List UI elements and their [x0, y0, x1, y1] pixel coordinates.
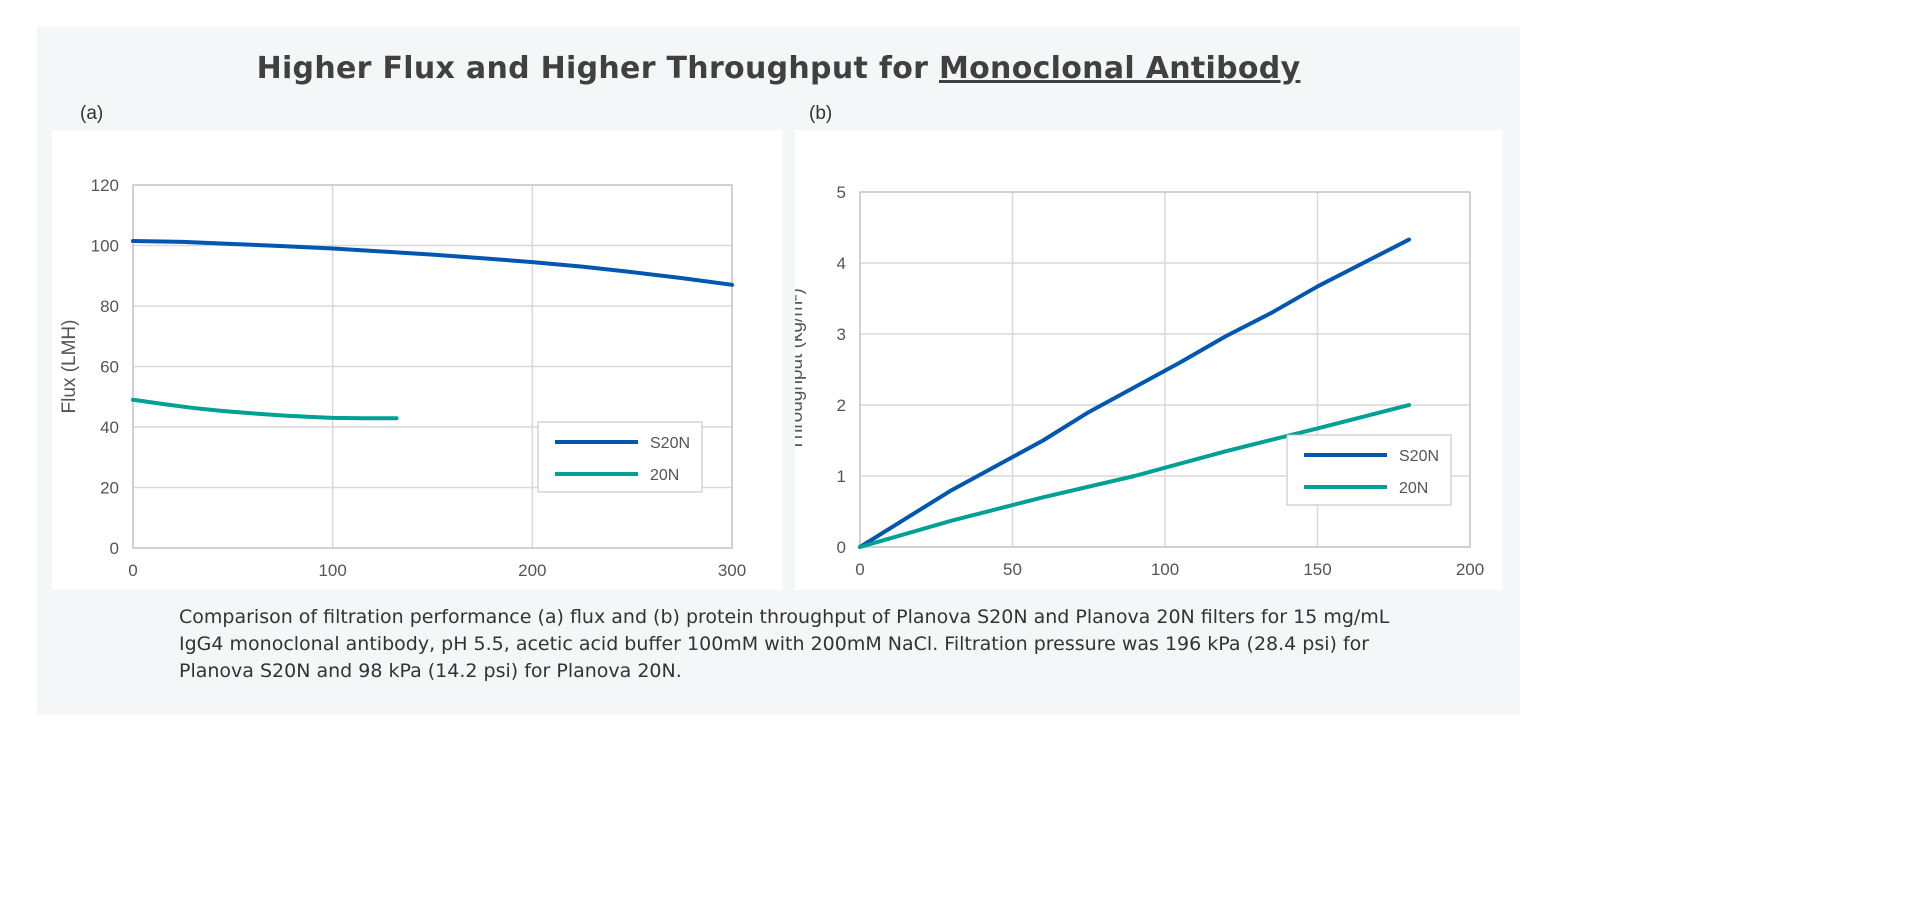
panel-label-a: (a) — [80, 103, 104, 124]
title-text: Higher Flux and Higher Throughput for — [256, 51, 939, 86]
series-line-20n — [131, 397, 399, 421]
y-tick-label: 40 — [100, 418, 119, 437]
x-tick-label: 150 — [1303, 560, 1331, 579]
legend-label-s20n: S20N — [650, 435, 690, 452]
y-tick-label: 2 — [837, 396, 846, 415]
y-tick-label: 0 — [110, 539, 119, 558]
legend-label-20n: 20N — [1399, 480, 1428, 497]
chart-a-panel: 0204060801001200100200300Filtration volu… — [52, 130, 782, 615]
series-line-20n — [858, 403, 1411, 549]
y-tick-label: 5 — [837, 183, 846, 202]
legend-label-20n: 20N — [650, 467, 679, 484]
title-underlined-text: Monoclonal Antibody — [938, 51, 1301, 86]
y-tick-label: 1 — [837, 467, 846, 486]
figure-panel: Higher Flux and Higher Throughput for Mo… — [37, 27, 1520, 715]
legend — [537, 421, 703, 493]
y-tick-label: 100 — [91, 237, 119, 256]
plot-area — [859, 191, 1471, 548]
y-tick-label: 3 — [837, 325, 846, 344]
y-tick-label: 60 — [100, 358, 119, 377]
plot-area — [132, 184, 733, 549]
x-tick-label: 200 — [1456, 560, 1484, 579]
y-tick-label: 80 — [100, 297, 119, 316]
throughput-chart: 012345050100150200Filtration time (min)T… — [786, 183, 1484, 614]
series-line-s20n — [131, 238, 734, 287]
chart-b-panel: 012345050100150200Filtration time (min)T… — [786, 130, 1502, 614]
y-tick-label: 4 — [837, 254, 846, 273]
legend — [1286, 434, 1452, 506]
y-axis-label: Throughput (kg/m²) — [795, 288, 807, 451]
panel-label-b: (b) — [809, 103, 833, 124]
y-tick-label: 0 — [837, 538, 846, 557]
y-tick-label: 20 — [100, 479, 119, 498]
flux-chart: 0204060801001200100200300Filtration volu… — [59, 176, 746, 615]
x-tick-label: 300 — [718, 561, 746, 580]
legend-label-s20n: S20N — [1399, 448, 1439, 465]
x-tick-label: 50 — [1003, 560, 1022, 579]
x-tick-label: 100 — [1151, 560, 1179, 579]
x-tick-label: 0 — [855, 560, 864, 579]
figure-caption: Comparison of filtration performance (a)… — [179, 606, 1390, 682]
y-tick-label: 120 — [91, 176, 119, 195]
x-tick-label: 100 — [318, 561, 346, 580]
x-tick-label: 0 — [128, 561, 137, 580]
figure-title: Higher Flux and Higher Throughput for Mo… — [37, 51, 1520, 86]
y-axis-label: Flux (LMH) — [59, 320, 80, 414]
series-line-s20n — [858, 237, 1411, 549]
x-tick-label: 200 — [518, 561, 546, 580]
